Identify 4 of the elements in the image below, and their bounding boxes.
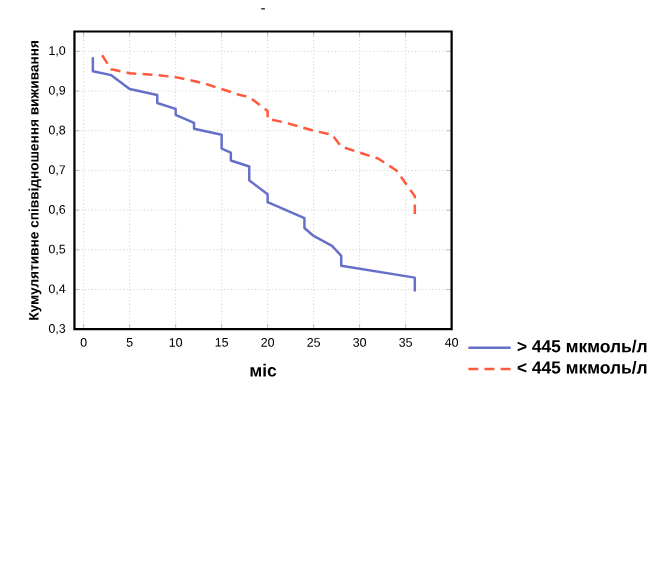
x-axis-title: міс [250,364,277,377]
line-series [91,56,417,294]
legend-label: < 445 мкмоль/л [517,361,647,375]
legend-label: > 445 мкмоль/л [517,339,647,353]
